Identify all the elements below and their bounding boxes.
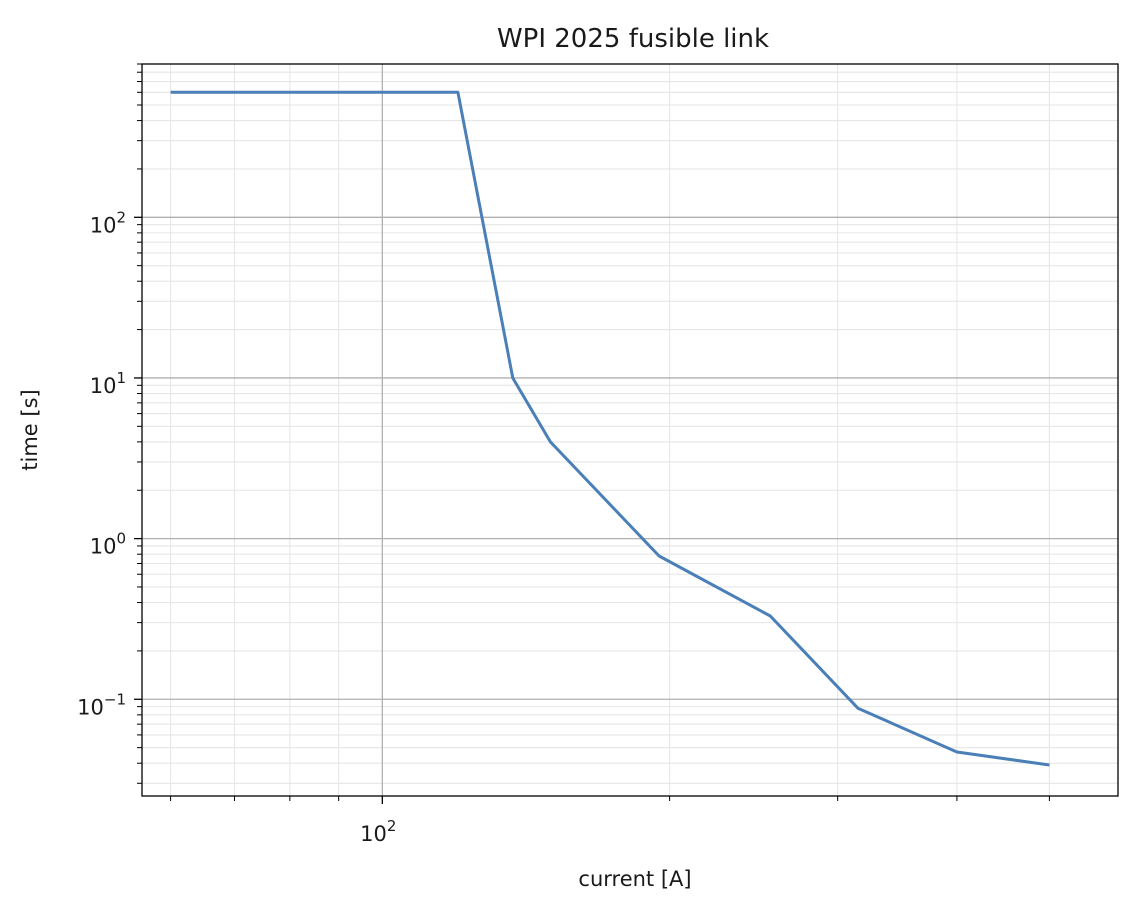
- series-line: [170, 90, 1050, 767]
- tick-label-exponent: 0: [116, 530, 126, 548]
- y-tick-label: 101: [90, 369, 126, 398]
- y-tick-label: 100: [90, 530, 126, 559]
- tick-label-base: 10: [360, 822, 387, 846]
- tick-label-base: 10: [90, 374, 117, 398]
- x-tick-label: 102: [360, 817, 396, 846]
- major-gridlines: [142, 64, 1118, 796]
- tick-label-base: 10: [90, 213, 117, 237]
- tick-label-base: 10: [90, 535, 117, 559]
- y-tick-label: 10−1: [77, 690, 126, 719]
- y-axis-label: time [s]: [18, 389, 42, 470]
- y-tick-label: 102: [90, 208, 126, 237]
- x-axis-label: current [A]: [578, 867, 691, 891]
- minor-gridlines: [142, 63, 1118, 796]
- tick-label-exponent: 2: [387, 817, 397, 835]
- tick-label-base: 10: [77, 695, 104, 719]
- tick-label-exponent: 2: [116, 208, 126, 226]
- tick-label-exponent: 1: [116, 369, 126, 387]
- series-layer: [170, 90, 1050, 767]
- axes-frame: [141, 63, 1119, 797]
- chart-title: WPI 2025 fusible link: [497, 24, 769, 54]
- axis-ticks: [134, 63, 1050, 804]
- tick-label-exponent: −1: [104, 690, 126, 708]
